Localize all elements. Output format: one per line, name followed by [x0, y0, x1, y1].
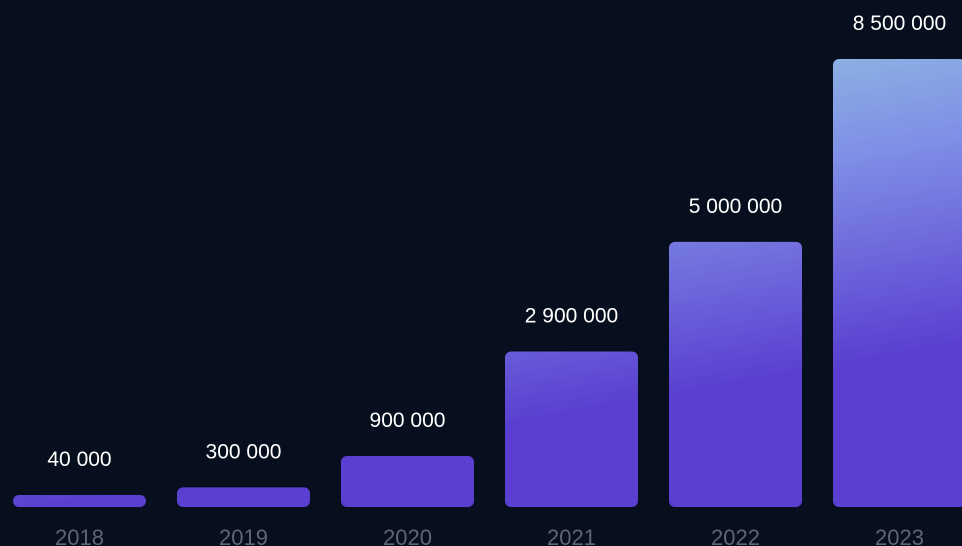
tick-label-2018: 2018 — [55, 525, 104, 546]
value-label-2021: 2 900 000 — [525, 305, 618, 328]
value-label-2020: 900 000 — [370, 409, 446, 432]
x-axis-ticks: 2018 2019 2020 2021 2022 2023 — [55, 525, 924, 546]
bar-2020 — [341, 455, 474, 507]
tick-label-2020: 2020 — [383, 525, 432, 546]
tick-label-2022: 2022 — [711, 525, 760, 546]
bars-layer — [13, 59, 962, 507]
value-label-2018: 40 000 — [47, 448, 111, 471]
bar-2022 — [669, 241, 802, 507]
bar-2018 — [13, 495, 146, 507]
tick-label-2019: 2019 — [219, 525, 268, 546]
bar-2023 — [833, 59, 962, 507]
bar-2021 — [505, 351, 638, 507]
value-label-2022: 5 000 000 — [689, 195, 782, 218]
tick-label-2021: 2021 — [547, 525, 596, 546]
value-label-2019: 300 000 — [206, 440, 282, 463]
value-labels-layer: 40 000 300 000 900 000 2 900 000 5 000 000 8 … — [47, 12, 946, 471]
tick-label-2023: 2023 — [875, 525, 924, 546]
bar-2019 — [177, 487, 310, 507]
value-label-2023: 8 500 000 — [853, 12, 946, 35]
